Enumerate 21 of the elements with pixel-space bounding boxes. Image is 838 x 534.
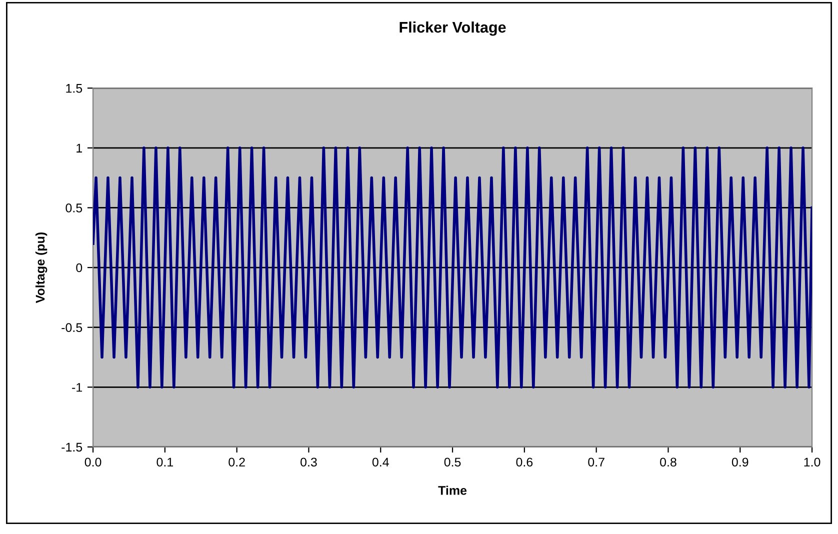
chart-title: Flicker Voltage	[400, 21, 506, 36]
x-tick-label: 0.8	[660, 458, 676, 467]
y-tick-label: 1.5	[66, 84, 82, 93]
x-tick-label: 0.2	[228, 458, 245, 467]
y-axis-title: Voltage (pu)	[35, 232, 48, 304]
y-tick-label: 0.5	[66, 204, 82, 212]
x-tick-label: 1.0	[804, 458, 820, 467]
x-tick-label: 0.9	[732, 458, 748, 467]
y-tick-label: -0.5	[62, 323, 82, 332]
x-tick-label: 0.0	[84, 458, 102, 467]
y-tick-label: 0	[76, 263, 82, 272]
x-tick-label: 0.3	[300, 458, 317, 467]
x-tick-label: 0.1	[156, 458, 173, 467]
y-tick-label: -1.5	[62, 442, 82, 452]
x-tick-label: 0.7	[588, 458, 604, 467]
x-tick-label: 0.5	[444, 458, 461, 467]
y-tick-label: -1	[72, 383, 82, 392]
x-tick-label: 0.6	[516, 458, 533, 467]
x-tick-label: 0.4	[372, 458, 389, 467]
x-axis-title: Time	[438, 486, 467, 495]
y-tick-label: 1	[76, 144, 82, 152]
